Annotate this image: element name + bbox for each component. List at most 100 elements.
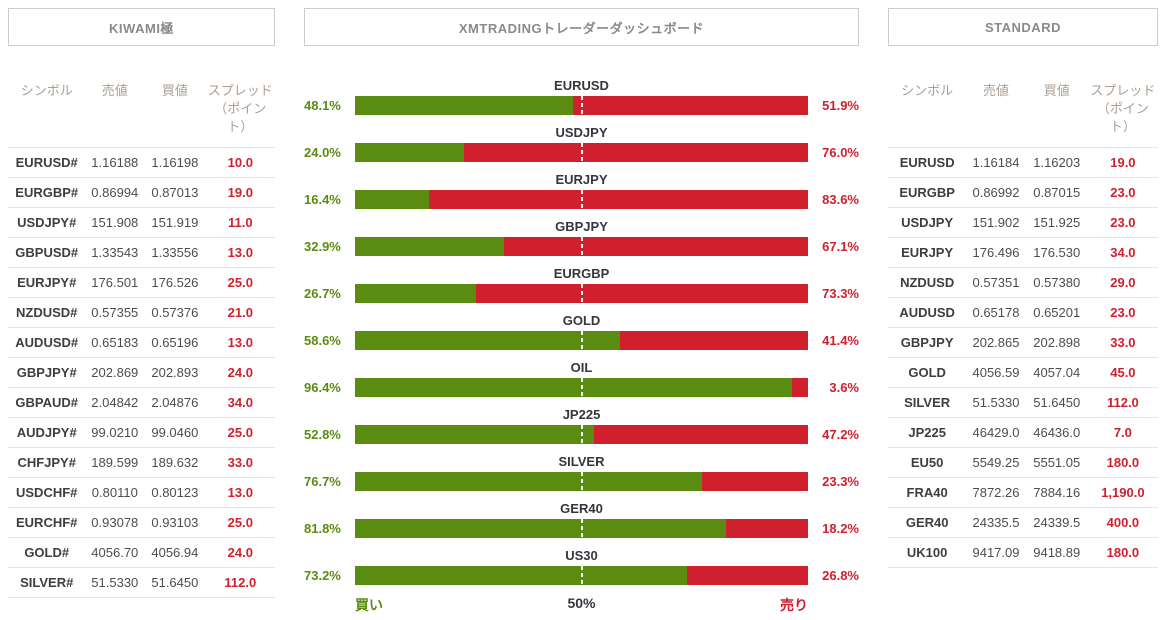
table-row: AUDUSD# 0.65183 0.65196 13.0 [8,327,275,357]
sell-segment [594,425,808,444]
sentiment-bar-row: 73.2% 26.8% [304,566,859,585]
symbol-cell: GBPJPY# [16,364,77,380]
fifty-percent-midline [580,284,583,303]
symbol-cell: AUDUSD [899,304,955,320]
table-row: CHFJPY# 189.599 189.632 33.0 [8,447,275,477]
sell-price-cell: 0.65178 [972,304,1020,320]
buy-price-cell: 189.632 [151,454,199,470]
fifty-percent-midline [580,425,583,444]
column-header-spread: スプレッド（ポイント） [1090,83,1156,135]
standard-tab[interactable]: STANDARD [888,8,1158,46]
sentiment-bar [355,190,808,209]
table-row: EURGBP 0.86992 0.87015 23.0 [888,177,1158,207]
sell-price-cell: 24335.5 [972,514,1020,530]
sentiment-bar-row: 58.6% 41.4% [304,331,859,350]
column-header-symbol: シンボル [901,83,954,98]
symbol-cell: AUDJPY# [16,424,77,440]
buy-percent-label: 96.4% [304,380,341,395]
column-header-buy: 買値 [1043,83,1070,98]
symbol-cell: EURCHF# [16,514,78,530]
table-row: EURUSD# 1.16188 1.16198 10.0 [8,147,275,177]
instrument-label: OIL [570,360,593,375]
standard-tab-label: STANDARD [985,19,1061,35]
buy-segment [355,566,687,585]
sell-price-cell: 1.33543 [91,244,139,260]
buy-percent-label: 81.8% [304,521,341,536]
sentiment-bar-row: 26.7% 73.3% [304,284,859,303]
buy-segment [355,331,621,350]
dashboard-title: XMTRADINGトレーダーダッシュボード [304,8,859,46]
sell-price-cell: 0.57355 [91,304,139,320]
spread-cell: 13.0 [227,244,253,260]
symbol-cell: EURGBP [899,184,955,200]
buy-price-cell: 5551.05 [1033,454,1081,470]
sell-price-cell: 1.16188 [91,154,139,170]
sell-price-cell: 2.04842 [91,394,139,410]
fifty-percent-midline [580,472,583,491]
axis-label-sell: 売り [780,597,808,613]
symbol-cell: EURUSD# [15,154,78,170]
sentiment-group: US30 73.2% 26.8% [304,548,859,585]
instrument-label: GER40 [560,501,603,516]
sell-price-cell: 0.86994 [91,184,139,200]
sentiment-bar [355,425,808,444]
buy-percent-label: 32.9% [304,239,341,254]
buy-price-cell: 0.65196 [151,334,199,350]
sell-percent-label: 3.6% [829,380,859,395]
spread-cell: 25.0 [227,274,253,290]
sentiment-bar-row: 81.8% 18.2% [304,519,859,538]
symbol-cell: GOLD# [24,544,70,560]
spread-cell: 21.0 [227,304,253,320]
kiwami-panel: KIWAMI極 シンボル 売値 買値 スプレッド（ポイント） EURUSD# 1… [8,8,275,615]
symbol-cell: SILVER# [20,574,74,590]
sentiment-bar [355,237,808,256]
column-header-symbol: シンボル [20,83,73,98]
instrument-label: EURUSD [554,78,609,93]
buy-price-cell: 4056.94 [151,544,199,560]
sentiment-bar [355,378,808,397]
buy-price-cell: 0.87015 [1033,184,1081,200]
sell-segment [572,96,808,115]
table-row: GBPUSD# 1.33543 1.33556 13.0 [8,237,275,267]
buy-segment [355,237,505,256]
symbol-cell: CHFJPY# [17,454,76,470]
buy-price-cell: 7884.16 [1033,484,1081,500]
buy-percent-label: 76.7% [304,474,341,489]
sentiment-group: SILVER 76.7% 23.3% [304,454,859,491]
table-row: NZDUSD 0.57351 0.57380 29.0 [888,267,1158,297]
spread-cell: 25.0 [227,514,253,530]
table-row: GOLD# 4056.70 4056.94 24.0 [8,537,275,567]
instrument-label: GBPJPY [555,219,608,234]
sentiment-bar-row: 32.9% 67.1% [304,237,859,256]
axis-label-center: 50% [567,595,596,611]
buy-segment [355,425,595,444]
sentiment-group: GER40 81.8% 18.2% [304,501,859,538]
sell-percent-label: 26.8% [822,568,859,583]
buy-percent-label: 52.8% [304,427,341,442]
fifty-percent-midline [580,378,583,397]
symbol-cell: GBPAUD# [15,394,79,410]
sell-segment [463,143,808,162]
fifty-percent-midline [580,566,583,585]
kiwami-table-body: EURUSD# 1.16188 1.16198 10.0 EURGBP# 0.8… [8,147,275,598]
sell-price-cell: 9417.09 [972,544,1020,560]
kiwami-tab[interactable]: KIWAMI極 [8,8,275,46]
sell-percent-label: 23.3% [822,474,859,489]
sentiment-bar-row: 76.7% 23.3% [304,472,859,491]
table-row: GBPAUD# 2.04842 2.04876 34.0 [8,387,275,417]
buy-segment [355,519,726,538]
spread-cell: 24.0 [227,364,253,380]
sell-segment [620,331,808,350]
fifty-percent-midline [580,190,583,209]
spread-cell: 13.0 [227,334,253,350]
table-row: UK100 9417.09 9418.89 180.0 [888,537,1158,568]
sell-segment [429,190,808,209]
sell-percent-label: 41.4% [822,333,859,348]
table-row: EU50 5549.25 5551.05 180.0 [888,447,1158,477]
symbol-cell: EURGBP# [15,184,79,200]
buy-price-cell: 0.57376 [151,304,199,320]
sell-percent-label: 83.6% [822,192,859,207]
sell-price-cell: 202.869 [91,364,139,380]
spread-cell: 180.0 [1106,454,1140,470]
